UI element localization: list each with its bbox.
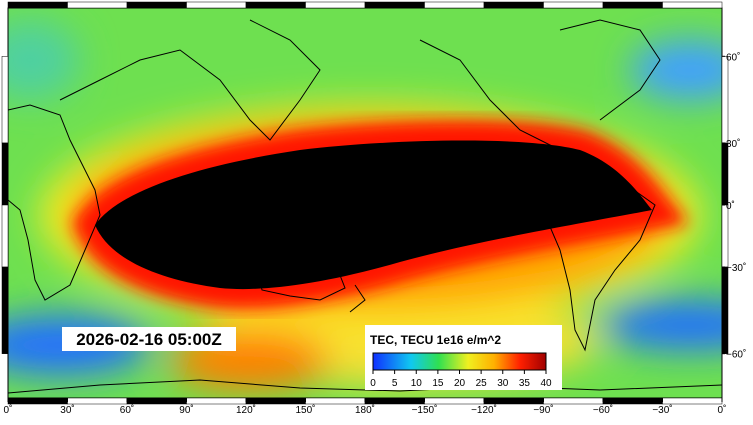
lat-label: −60˚: [726, 349, 746, 361]
frame-band: [7, 397, 68, 405]
frame-band: [126, 1, 187, 9]
lat-label: 0˚: [726, 200, 735, 212]
frame-band: [602, 1, 663, 9]
frame-band: [483, 397, 544, 405]
colorbar-tick-label: 20: [454, 378, 466, 389]
colorbar-tick-label: 40: [540, 378, 552, 389]
colorbar-ticks: 0 5 10 15 20 25 30 35 40: [370, 370, 552, 389]
colorbar-title: TEC, TECU 1e16 e/m^2: [370, 333, 501, 347]
lon-label: −30˚: [652, 404, 672, 416]
frame-band: [245, 397, 306, 405]
colorbar-tick-label: 25: [476, 378, 488, 389]
lon-label: −60˚: [593, 404, 613, 416]
colorbar-tick-label: 0: [370, 378, 376, 389]
colorbar: [372, 352, 547, 371]
frame-band: [67, 397, 128, 405]
frame-band: [364, 1, 425, 9]
lon-label: −90˚: [533, 404, 553, 416]
frame-band: [602, 397, 663, 405]
coastlines: [8, 19, 722, 394]
lon-label: 180˚: [355, 404, 375, 416]
frame-band: [1, 266, 9, 354]
frame-band: [7, 1, 68, 9]
frame-band: [424, 1, 485, 9]
lon-label: −150˚: [412, 404, 438, 416]
frame-band: [721, 56, 729, 144]
lon-label: 150˚: [295, 404, 315, 416]
frame-band: [305, 397, 366, 405]
frame-band: [245, 1, 306, 9]
lon-label: 30˚: [60, 404, 74, 416]
timestamp: 2026-02-16 05:00Z: [76, 330, 222, 349]
frame-band: [186, 397, 247, 405]
frame-band: [721, 266, 729, 354]
frame-band: [364, 397, 425, 405]
frame-band: [186, 1, 247, 9]
frame-band: [1, 142, 9, 206]
lat-label: 60˚: [726, 51, 740, 63]
colorbar-tick-label: 35: [519, 378, 531, 389]
frame-band: [662, 397, 723, 405]
frame-band: [721, 142, 729, 206]
frame-band: [662, 1, 723, 9]
lon-label: −120˚: [471, 404, 497, 416]
colorbar-tick-label: 10: [411, 378, 423, 389]
frame-band: [483, 1, 544, 9]
frame-band: [543, 1, 604, 9]
timestamp-box: [62, 327, 236, 351]
lat-label: −30˚: [726, 262, 746, 274]
frame-band: [67, 1, 128, 9]
colorbar-tick-label: 5: [392, 378, 398, 389]
lon-label: 90˚: [179, 404, 193, 416]
saturated-region: [95, 140, 652, 290]
frame-band: [1, 56, 9, 144]
colorbar-tick-label: 15: [432, 378, 444, 389]
frame-band: [126, 397, 187, 405]
colorbar-tick-label: 30: [497, 378, 509, 389]
frame-band: [305, 1, 366, 9]
lon-label: 0˚: [718, 404, 727, 416]
lon-label: 60˚: [120, 404, 134, 416]
frame-band: [424, 397, 485, 405]
frame-band: [721, 204, 729, 268]
axis-labels: 0˚ 30˚ 60˚ 90˚ 120˚ 150˚ 180˚ −150˚ −120˚ −90˚ −60…: [4, 51, 747, 416]
lon-label: 120˚: [236, 404, 256, 416]
lat-label: 30˚: [726, 138, 740, 150]
frame-band: [543, 397, 604, 405]
frame-band: [1, 204, 9, 268]
lon-label: 0˚: [4, 404, 13, 416]
